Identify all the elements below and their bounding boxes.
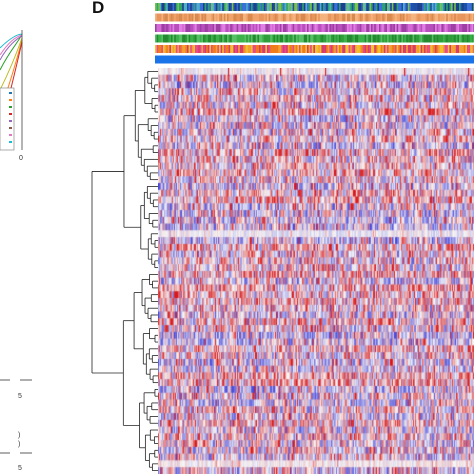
left-tick-label-top: 0 bbox=[19, 155, 23, 162]
annotation-track-2 bbox=[155, 13, 474, 22]
annotation-track-3 bbox=[155, 24, 474, 32]
svg-text:): ) bbox=[18, 441, 20, 448]
annotation-track-4 bbox=[155, 34, 474, 43]
annotation-tracks bbox=[155, 3, 474, 64]
left-tick-label-mid: 5 bbox=[18, 393, 22, 400]
heatmap-grid bbox=[158, 68, 474, 474]
annotation-track-6 bbox=[155, 55, 474, 64]
panel-label: D bbox=[92, 0, 105, 17]
left-legend bbox=[0, 87, 15, 151]
left-panel-fragment: 0 ) ) 5 5 bbox=[0, 30, 32, 472]
annotation-track-5 bbox=[155, 45, 474, 53]
left-axis-fragment: ) ) bbox=[0, 379, 32, 454]
svg-text:): ) bbox=[18, 432, 20, 439]
left-tick-label-bottom: 5 bbox=[18, 465, 22, 472]
annotation-track-1 bbox=[155, 3, 474, 11]
row-dendrogram bbox=[91, 70, 158, 472]
